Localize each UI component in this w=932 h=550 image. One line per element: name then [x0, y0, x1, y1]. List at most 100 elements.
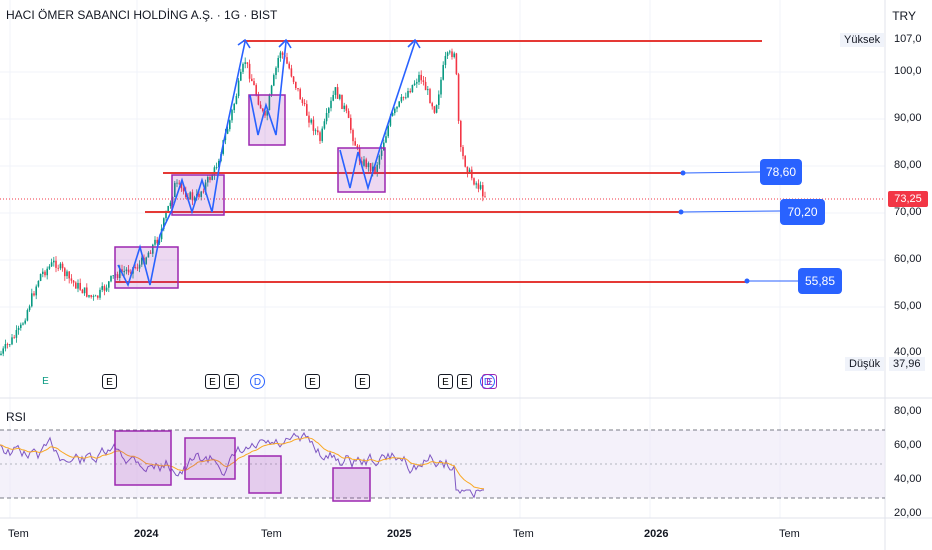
level-box-1[interactable]: 78,60: [760, 159, 802, 185]
candle-body: [313, 120, 315, 131]
rsi-box-2[interactable]: [185, 438, 235, 479]
rsi-box-1[interactable]: [115, 431, 171, 485]
candle-body: [317, 130, 319, 132]
candle-body: [385, 136, 387, 142]
candle-body: [73, 281, 75, 283]
candle-body: [44, 272, 46, 276]
time-tick-4: Tem: [513, 528, 534, 540]
rsi-label[interactable]: RSI: [6, 410, 26, 424]
event-marker-0[interactable]: E: [38, 374, 53, 389]
candle-body: [104, 286, 106, 291]
candle-body: [77, 283, 79, 289]
candle-body: [420, 75, 422, 80]
candle-body: [416, 82, 418, 83]
candle-body: [425, 82, 427, 90]
candle-body: [445, 56, 447, 65]
price-tick-4: 70,00: [894, 206, 922, 218]
candle-body: [55, 261, 57, 268]
candle-body: [403, 97, 405, 98]
candle-body: [453, 53, 455, 57]
candle-body: [271, 86, 273, 96]
level-box-2[interactable]: 70,20: [780, 199, 825, 225]
candle-body: [394, 109, 396, 113]
candle-body: [71, 278, 73, 280]
candle-body: [456, 53, 458, 74]
event-marker-6[interactable]: E: [355, 374, 370, 389]
event-marker-10[interactable]: E: [482, 374, 497, 389]
candle-body: [286, 57, 288, 63]
candle-body: [242, 64, 244, 72]
candle-body: [409, 91, 411, 92]
rsi-box-4[interactable]: [333, 468, 370, 501]
candle-body: [280, 53, 282, 58]
candle-body: [62, 264, 64, 269]
event-marker-2[interactable]: E: [205, 374, 220, 389]
candle-body: [282, 53, 284, 55]
candle-body: [354, 141, 356, 145]
candle-body: [275, 68, 277, 75]
candle-body: [304, 103, 306, 104]
candle-body: [97, 296, 99, 298]
candle-body: [112, 275, 114, 276]
candle-body: [90, 295, 92, 297]
candle-body: [57, 268, 59, 269]
candle-body: [29, 306, 31, 310]
candle-body: [99, 290, 101, 298]
candle-body: [231, 110, 233, 120]
candle-body: [324, 121, 326, 128]
price-tick-1: 100,0: [894, 65, 922, 77]
candle-body: [88, 295, 90, 297]
candle-body: [299, 89, 301, 99]
candle-body: [38, 281, 40, 287]
candle-body: [214, 167, 216, 175]
candle-body: [464, 156, 466, 167]
candle-body: [434, 106, 436, 112]
symbol-title[interactable]: HACI ÖMER SABANCI HOLDİNG A.Ş. · 1G · BI…: [6, 8, 277, 22]
level-connector-1: [683, 172, 760, 173]
pattern-box-1[interactable]: [115, 247, 178, 288]
candle-body: [33, 293, 35, 295]
level-box-3[interactable]: 55,85: [798, 268, 842, 294]
candle-body: [84, 287, 86, 293]
candle-body: [405, 97, 407, 98]
candle-body: [328, 108, 330, 113]
event-marker-3[interactable]: E: [224, 374, 239, 389]
candle-body: [108, 281, 110, 287]
low-tag: Düşük: [845, 357, 884, 371]
candle-body: [49, 266, 51, 268]
candle-body: [106, 288, 108, 291]
candle-body: [291, 68, 293, 76]
event-marker-1[interactable]: E: [102, 374, 117, 389]
candle-body: [75, 283, 77, 289]
rsi-box-3[interactable]: [249, 456, 281, 493]
candle-body: [330, 101, 332, 108]
level-anchor-2[interactable]: [679, 210, 684, 215]
candle-body: [350, 118, 352, 130]
candle-body: [18, 328, 20, 330]
candle-body: [95, 296, 97, 297]
time-tick-1: 2024: [134, 528, 158, 540]
candle-body: [35, 286, 37, 295]
event-marker-4[interactable]: D: [250, 374, 265, 389]
price-tick-5: 60,00: [894, 253, 922, 265]
candle-body: [436, 105, 438, 113]
event-marker-7[interactable]: E: [438, 374, 453, 389]
candle-body: [429, 89, 431, 103]
candle-body: [326, 113, 328, 121]
candle-body: [295, 82, 297, 88]
candle-body: [478, 183, 480, 188]
candle-body: [22, 323, 24, 324]
candle-body: [233, 104, 235, 110]
level-anchor-1[interactable]: [681, 171, 686, 176]
candle-body: [451, 51, 453, 57]
price-tick-0: 107,0: [894, 33, 922, 45]
candle-body: [460, 121, 462, 147]
candle-body: [66, 271, 68, 276]
high-tag: Yüksek: [840, 33, 884, 47]
level-anchor-3[interactable]: [745, 279, 750, 284]
last-price-badge: 73,25: [888, 191, 928, 207]
event-marker-5[interactable]: E: [305, 374, 320, 389]
candle-body: [42, 272, 44, 274]
event-marker-8[interactable]: E: [457, 374, 472, 389]
